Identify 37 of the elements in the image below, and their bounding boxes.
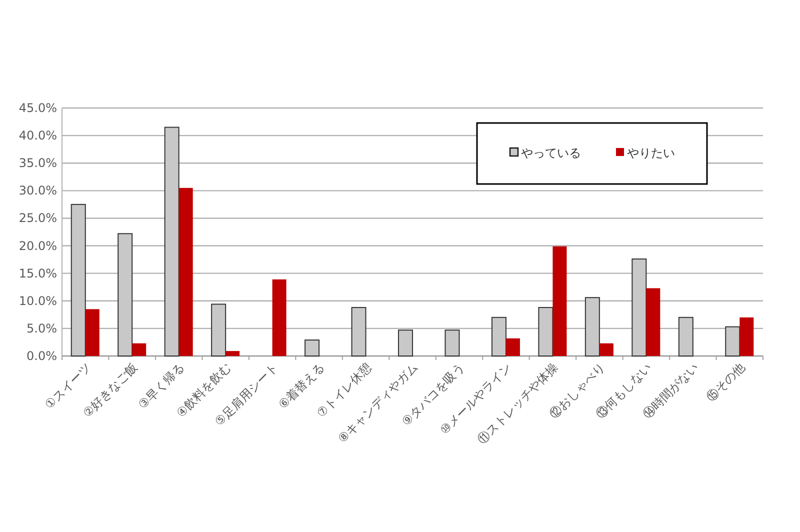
- bar: [178, 188, 193, 356]
- y-tick-label: 35.0%: [18, 156, 57, 170]
- bar: [118, 233, 133, 356]
- y-tick-label: 20.0%: [18, 238, 57, 253]
- bar: [132, 343, 146, 356]
- y-tick-label: 15.0%: [18, 266, 57, 280]
- legend-label: やりたい: [627, 146, 675, 160]
- bar: [599, 343, 614, 356]
- bar: [646, 288, 660, 356]
- bar: [678, 316, 694, 356]
- bar: [398, 330, 413, 356]
- bar: [584, 297, 600, 356]
- bar: [632, 258, 647, 356]
- bar: [272, 279, 286, 356]
- bar: [506, 338, 520, 356]
- y-tick-label: 5.0%: [26, 321, 57, 336]
- bar: [70, 204, 86, 356]
- bar: [226, 351, 240, 356]
- y-tick-label: 10.0%: [18, 294, 57, 308]
- y-tick-label: 45.0%: [18, 101, 57, 115]
- bar: [491, 316, 506, 356]
- bar: [85, 309, 100, 356]
- y-tick-label: 30.0%: [18, 184, 57, 198]
- bar: [552, 246, 567, 356]
- legend-label: やっている: [521, 146, 581, 160]
- y-tick-label: 40.0%: [18, 128, 57, 143]
- x-tick-label: ⑮その他: [704, 360, 748, 404]
- y-tick-label: 0.0%: [26, 349, 57, 363]
- bar: [740, 317, 754, 356]
- bar: [444, 330, 460, 356]
- bar: [351, 307, 366, 356]
- y-tick-label: 25.0%: [18, 211, 57, 226]
- bar: [538, 307, 554, 356]
- bar: [304, 340, 320, 356]
- bar: [164, 126, 180, 356]
- bar: [725, 326, 740, 356]
- bar: [211, 304, 226, 356]
